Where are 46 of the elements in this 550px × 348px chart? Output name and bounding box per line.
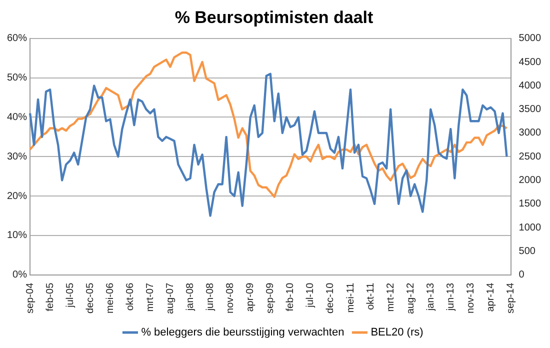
- x-tick-label: okt-06: [124, 282, 136, 311]
- x-tick-label: jul-10: [305, 282, 316, 308]
- x-tick-label: mrt-12: [385, 282, 396, 312]
- y2-tick-label: 0: [518, 270, 525, 281]
- x-tick-label: jul-05: [64, 282, 76, 308]
- x-tick-label: sep-14: [506, 282, 517, 314]
- x-tick-label: aug-12: [405, 282, 416, 314]
- x-tick-label: dec-10: [325, 282, 336, 314]
- x-tick-label: sep-04: [24, 282, 36, 314]
- y2-tick-label: 4000: [518, 80, 542, 92]
- y2-tick-label: 1000: [518, 222, 542, 234]
- y-tick-label: 40%: [7, 112, 28, 123]
- x-tick-label: jun-13: [445, 282, 456, 312]
- y-tick-label: 30%: [7, 151, 28, 162]
- x-tick-label: feb-10: [285, 282, 296, 312]
- x-tick-label: aug-07: [164, 282, 176, 314]
- x-tick-label: nov-13: [465, 282, 476, 314]
- y2-tick-label: 3000: [518, 128, 542, 139]
- y2-tick-label: 5000: [518, 33, 542, 44]
- legend-label: BEL20 (rs): [370, 326, 424, 339]
- y-tick-label: 60%: [7, 33, 28, 44]
- y-tick-label: 10%: [7, 230, 28, 242]
- x-tick-label: jan-13: [425, 282, 436, 312]
- x-tick-label: jun-08: [205, 282, 216, 312]
- x-tick-label: dec-05: [84, 282, 96, 314]
- x-tick-label: jan-08: [185, 282, 196, 312]
- y2-tick-label: 2000: [518, 175, 542, 186]
- x-tick-label: mrt-07: [144, 282, 156, 312]
- chart-title: % Beursoptimisten daalt: [174, 8, 374, 27]
- y2-tick-label: 2500: [518, 151, 542, 162]
- y2-tick-label: 4500: [518, 56, 542, 68]
- x-tick-label: apr-14: [485, 282, 496, 312]
- y-tick-label: 50%: [7, 72, 28, 84]
- y2-tick-label: 3500: [518, 104, 542, 116]
- y2-tick-label: 500: [518, 246, 536, 257]
- y2-tick-label: 1500: [518, 198, 542, 210]
- x-tick-label: mei-06: [104, 282, 116, 314]
- x-tick-label: apr-09: [245, 282, 256, 312]
- y-tick-label: 0%: [12, 270, 28, 281]
- y-tick-label: 20%: [7, 190, 28, 202]
- x-tick-label: mei-11: [345, 282, 356, 313]
- legend-label: % beleggers die beursstijging verwachten: [141, 326, 344, 339]
- x-tick-label: nov-08: [225, 282, 236, 314]
- x-tick-label: feb-05: [44, 282, 56, 312]
- x-tick-label: okt-11: [365, 282, 376, 310]
- x-tick-label: sep-09: [265, 282, 276, 314]
